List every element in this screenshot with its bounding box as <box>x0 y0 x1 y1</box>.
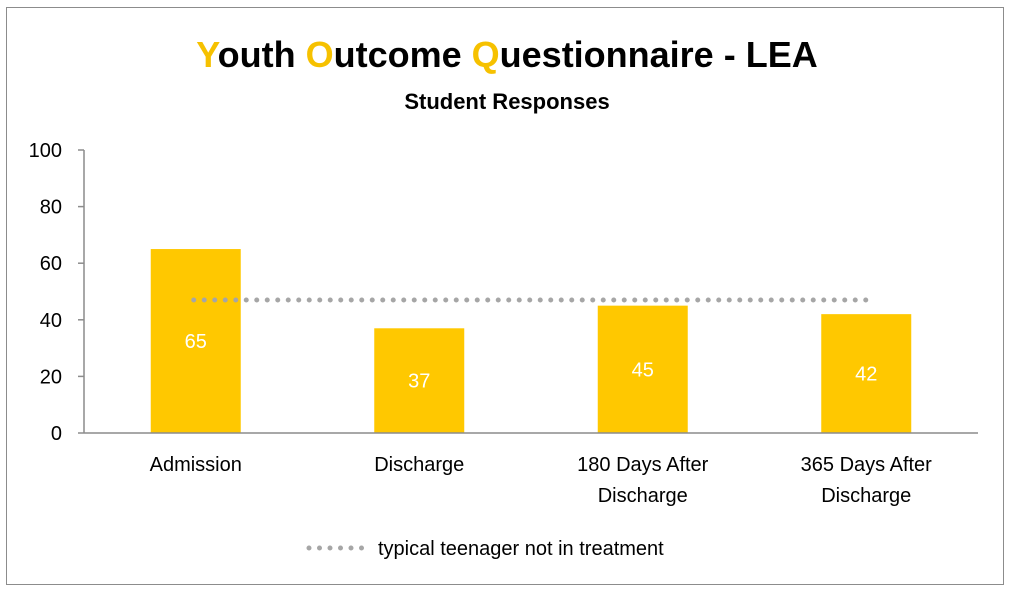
bar <box>821 314 912 433</box>
title-rest-3: uestionnaire - LEA <box>499 34 818 75</box>
y-tick-label: 20 <box>40 366 62 388</box>
bar <box>597 305 688 433</box>
bar <box>150 249 241 433</box>
x-category-label: 365 Days After <box>801 454 933 476</box>
bar <box>374 328 465 433</box>
legend-label: typical teenager not in treatment <box>378 538 664 560</box>
y-tick-label: 60 <box>40 253 62 275</box>
title-initial-1: Y <box>196 34 218 75</box>
x-category-label: Discharge <box>374 454 464 476</box>
y-tick-label: 0 <box>51 423 62 445</box>
x-category-label: 180 Days After <box>577 454 709 476</box>
bar-value-label: 42 <box>855 364 877 386</box>
x-category-label: Admission <box>150 454 242 476</box>
bar-value-label: 37 <box>408 371 430 393</box>
x-category-label: Discharge <box>598 485 688 507</box>
title-rest-2: utcome <box>333 34 472 75</box>
title-initial-2: O <box>305 34 334 75</box>
bar-value-label: 65 <box>185 331 207 353</box>
title-rest-1: outh <box>217 34 306 75</box>
y-tick-label: 40 <box>40 310 62 332</box>
x-category-label: Discharge <box>821 485 911 507</box>
y-tick-label: 100 <box>29 140 62 162</box>
title-initial-3: Q <box>471 34 500 75</box>
chart-subtitle: Student Responses <box>404 89 610 114</box>
bar-value-label: 45 <box>632 359 654 381</box>
chart-title: Youth Outcome Questionnaire - LEA <box>0 34 1014 76</box>
y-tick-label: 80 <box>40 197 62 219</box>
